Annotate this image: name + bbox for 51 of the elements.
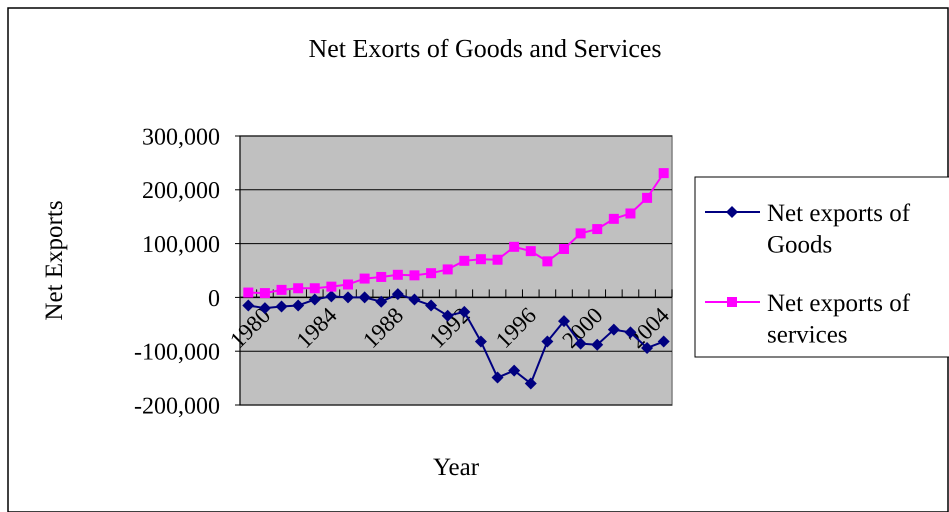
point — [343, 279, 353, 290]
point — [541, 336, 554, 348]
point — [559, 244, 569, 254]
point — [308, 294, 321, 306]
point — [542, 256, 552, 266]
chart-title: Net Exorts of Goods and Services — [308, 34, 662, 63]
point — [358, 291, 371, 304]
point — [376, 272, 386, 282]
y-tick-label: -100,000 — [134, 340, 220, 366]
point — [293, 283, 304, 294]
point — [576, 228, 586, 238]
point — [642, 192, 652, 203]
point — [476, 254, 486, 264]
point — [509, 242, 520, 252]
y-tick-label: 0 — [208, 286, 220, 312]
point — [360, 274, 370, 284]
point — [310, 283, 320, 294]
point — [592, 224, 602, 234]
point — [392, 288, 404, 300]
point — [625, 208, 636, 218]
point — [375, 296, 388, 308]
point — [459, 256, 470, 266]
y-tick-label: 300,000 — [142, 124, 220, 150]
y-axis-title: Net Exports — [41, 200, 68, 321]
y-tick-label: -200,000 — [134, 393, 220, 420]
point — [326, 282, 336, 292]
point — [658, 168, 669, 178]
point — [608, 214, 619, 224]
point — [408, 294, 420, 306]
point — [325, 290, 338, 302]
legend-label: Net exports of Goods — [767, 200, 911, 258]
point — [526, 246, 536, 256]
x-axis-title: Year — [432, 454, 480, 481]
point — [276, 300, 288, 313]
y-tick-label: 200,000 — [142, 178, 220, 204]
point — [492, 254, 503, 265]
y-tick-label: 100,000 — [142, 232, 220, 258]
point — [474, 336, 487, 348]
point — [392, 270, 403, 280]
point — [342, 291, 354, 304]
point — [426, 268, 436, 278]
legend-label: Net exports of services — [767, 290, 911, 348]
point — [260, 288, 270, 298]
point — [608, 324, 620, 336]
point — [508, 364, 520, 377]
point — [442, 264, 453, 274]
point — [524, 377, 537, 390]
point — [276, 284, 287, 295]
point — [492, 372, 504, 384]
point — [243, 288, 254, 298]
point — [409, 270, 420, 280]
